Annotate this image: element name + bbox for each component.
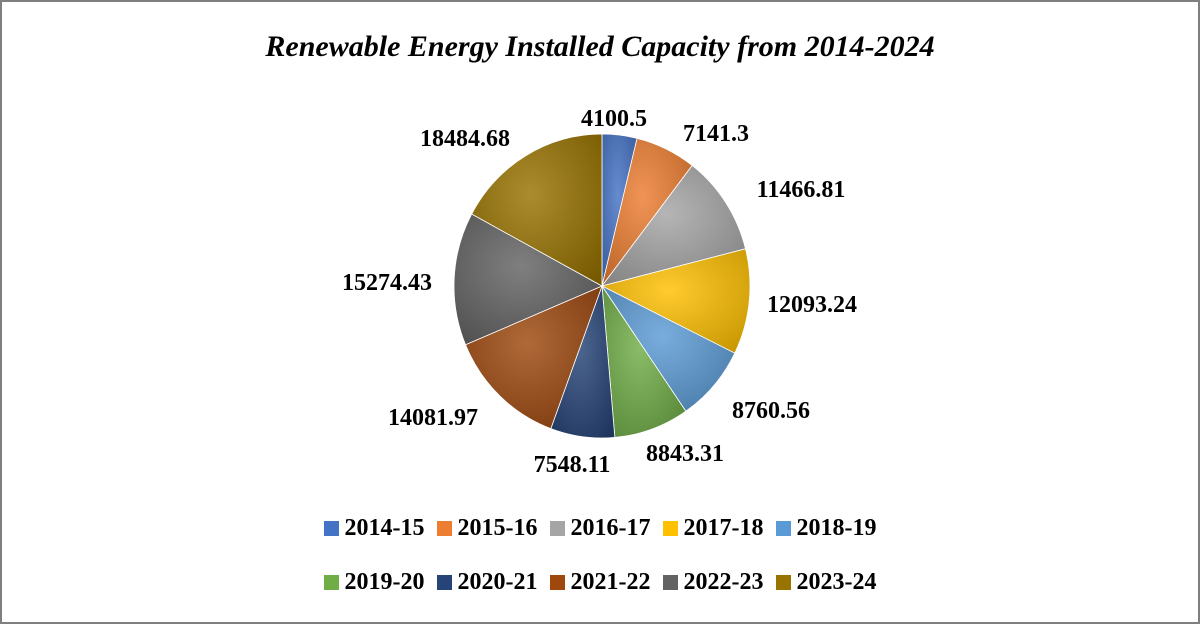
legend-item-2014-15: 2014-15 [323,514,425,542]
legend-row: 2014-15 2015-16 2016-17 2017-18 2018-19 [2,509,1198,547]
data-label-2016-17: 11466.81 [757,177,846,203]
legend-item-2020-21: 2020-21 [436,568,538,596]
pie-slice-2016-17 [600,164,746,287]
data-label-2019-20: 8843.31 [646,441,724,467]
legend-label: 2015-16 [457,514,538,541]
legend-swatch [549,574,565,590]
legend-item-2021-22: 2021-22 [549,568,651,596]
legend-item-2018-19: 2018-19 [775,514,877,542]
data-label-2022-23: 15274.43 [342,270,432,296]
legend-swatch [549,520,565,536]
legend-label: 2023-24 [796,568,877,595]
legend-item-2022-23: 2022-23 [662,568,764,596]
legend-label: 2017-18 [683,514,764,541]
data-label-2015-16: 7141.3 [683,121,749,147]
legend-label: 2018-19 [796,514,877,541]
legend-row: 2019-20 2020-21 2021-22 2022-23 2023-24 [2,563,1198,601]
legend: 2014-15 2015-16 2016-17 2017-18 2018-19 2019… [2,509,1198,617]
data-label-2020-21: 7548.11 [534,452,611,478]
data-label-2023-24: 18484.68 [420,126,510,152]
legend-swatch [436,574,452,590]
legend-label: 2016-17 [570,514,651,541]
legend-swatch [323,520,339,536]
legend-label: 2022-23 [683,568,764,595]
pie-slice-2022-23 [453,213,603,346]
data-label-2018-19: 8760.56 [732,398,810,424]
chart-title: Renewable Energy Installed Capacity from… [265,30,935,63]
data-label-2017-18: 12093.24 [767,292,857,318]
legend-swatch [662,574,678,590]
legend-item-2015-16: 2015-16 [436,514,538,542]
legend-label: 2019-20 [344,568,425,595]
pie-slice-2023-24 [471,133,603,287]
legend-swatch [775,574,791,590]
legend-label: 2021-22 [570,568,651,595]
pie-slice-2021-22 [464,285,603,430]
legend-swatch [323,574,339,590]
legend-item-2019-20: 2019-20 [323,568,425,596]
legend-swatch [775,520,791,536]
legend-label: 2020-21 [457,568,538,595]
pie-slice-2017-18 [600,248,751,354]
legend-swatch [436,520,452,536]
legend-swatch [662,520,678,536]
legend-item-2017-18: 2017-18 [662,514,764,542]
legend-item-2016-17: 2016-17 [549,514,651,542]
legend-item-2023-24: 2023-24 [775,568,877,596]
legend-label: 2014-15 [344,514,425,541]
data-label-2021-22: 14081.97 [388,405,478,431]
data-label-2014-15: 4100.5 [581,106,647,132]
